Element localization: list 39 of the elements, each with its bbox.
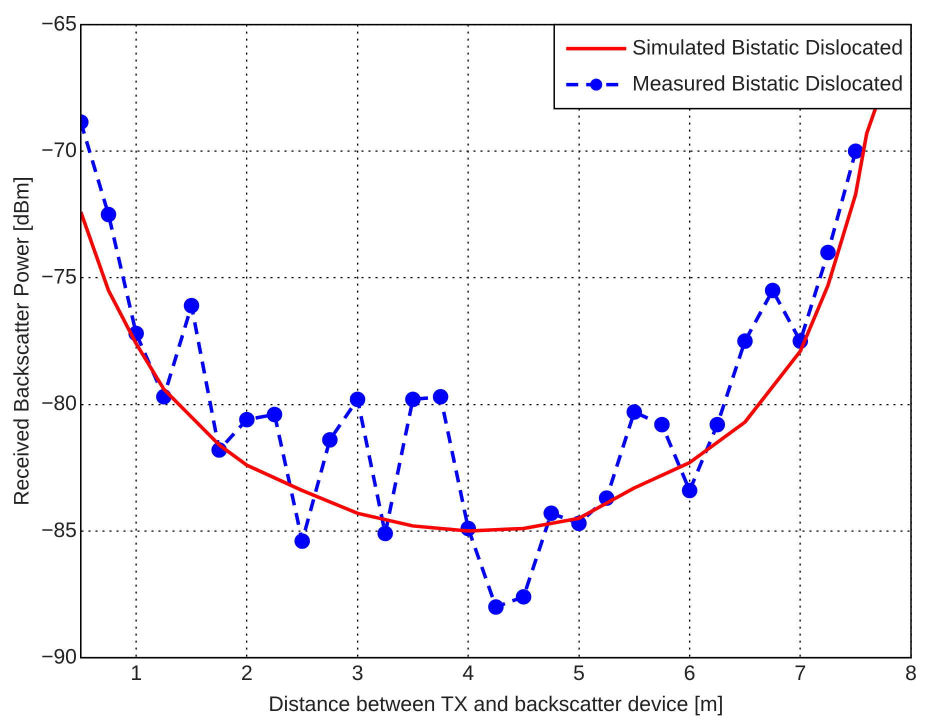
point (710, 416, 726, 432)
x-tick-label: 3 (352, 662, 364, 685)
point (266, 406, 282, 422)
point (848, 143, 864, 159)
x-tick-label: 5 (573, 662, 585, 685)
point (405, 392, 421, 408)
y-tick-label: −85 (41, 518, 77, 542)
point (322, 432, 338, 448)
point (432, 389, 448, 405)
point (294, 533, 310, 549)
legend-label: Simulated Bistatic Dislocated (632, 36, 904, 60)
point (350, 392, 366, 408)
y-tick-label: −90 (41, 645, 77, 668)
y-tick-label: −70 (41, 138, 77, 162)
x-axis-title: Distance between TX and backscatter device [m] (268, 693, 724, 716)
y-tick-label: −80 (41, 392, 77, 416)
y-tick-label: −65 (41, 12, 77, 36)
x-tick-label: 6 (684, 662, 696, 685)
point (184, 298, 200, 314)
legend-label: Measured Bistatic Dislocated (632, 72, 904, 96)
point (654, 416, 670, 432)
y-axis-title: Received Backscatter Power [dBm] (10, 176, 34, 506)
x-tick-label: 4 (462, 662, 474, 685)
x-tick-label: 2 (241, 662, 253, 685)
point (544, 506, 560, 522)
x-tick-label: 1 (130, 662, 142, 685)
point (682, 482, 698, 498)
point (377, 526, 393, 542)
y-tick-label: −75 (41, 266, 77, 289)
x-tick-label: 7 (794, 662, 806, 685)
point (239, 412, 255, 428)
point (764, 282, 780, 298)
point (626, 404, 642, 420)
point (488, 599, 504, 615)
point (100, 206, 116, 222)
point (820, 244, 836, 260)
x-tick-label: 8 (905, 662, 917, 685)
point (737, 333, 753, 349)
point (516, 589, 532, 605)
